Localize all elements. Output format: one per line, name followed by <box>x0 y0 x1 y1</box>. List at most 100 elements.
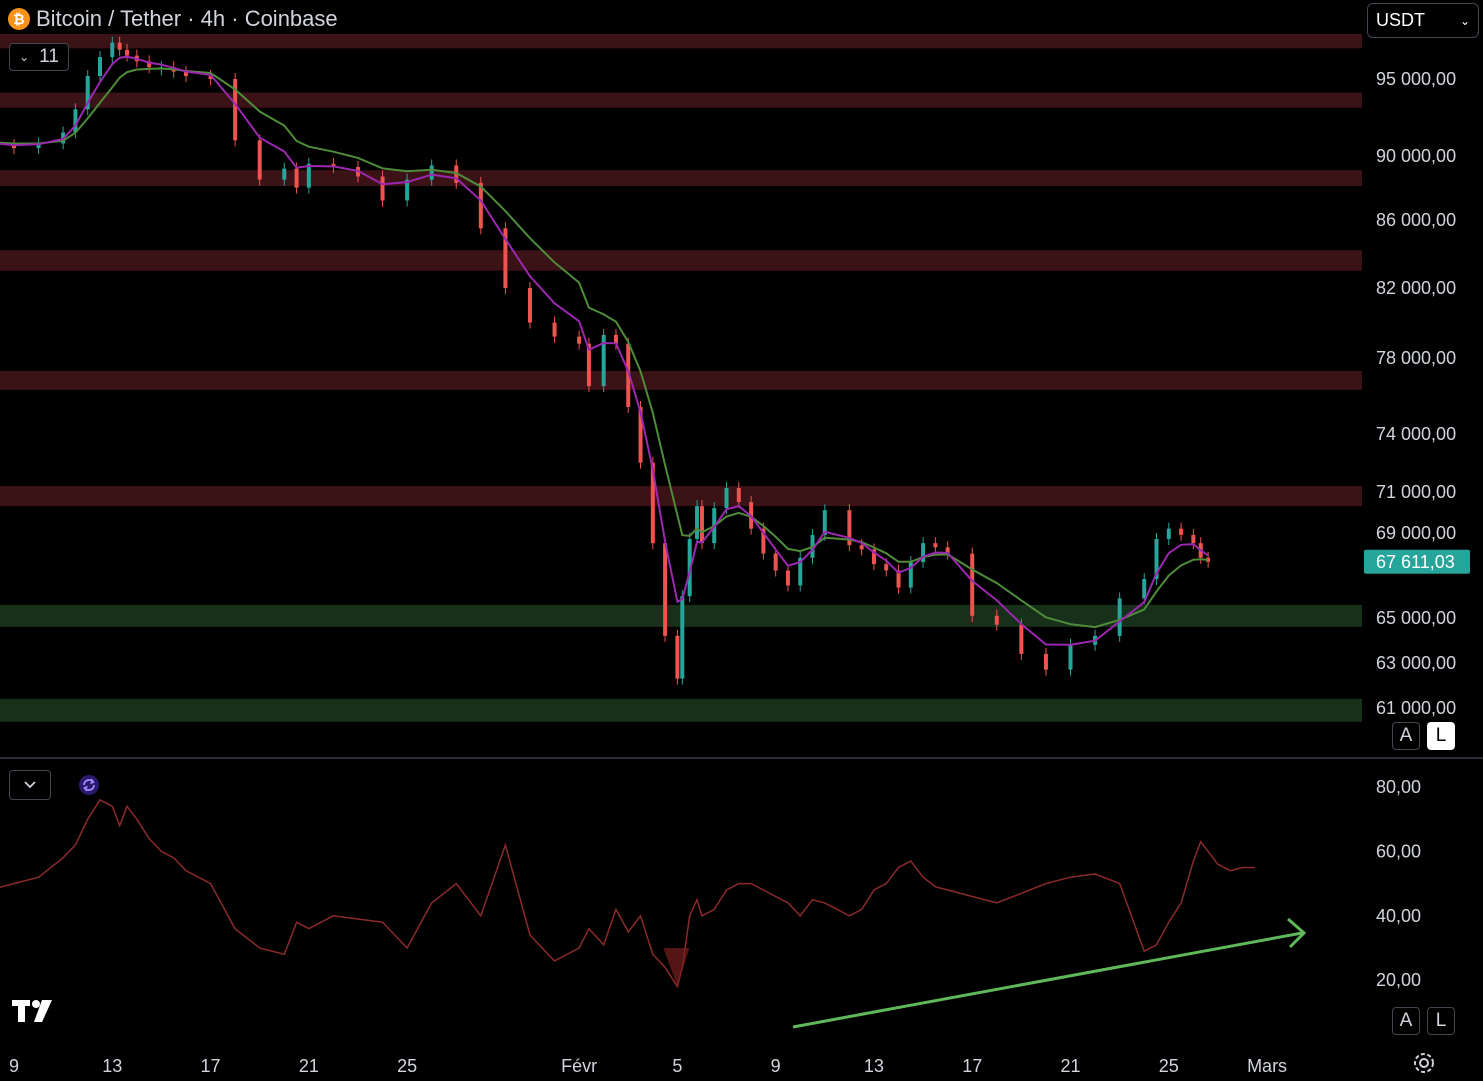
last-price-badge <box>1364 549 1470 574</box>
time-axis-label: 17 <box>962 1056 982 1076</box>
candle-body <box>454 165 459 183</box>
price-axis-label: 69 000,00 <box>1376 523 1456 543</box>
rsi-pane-toggle-button[interactable] <box>9 770 51 800</box>
candle-body <box>638 406 643 463</box>
price-axis-label: 90 000,00 <box>1376 146 1456 166</box>
candle-body <box>257 140 262 180</box>
resistance-zone <box>0 92 1362 108</box>
candle-body <box>785 570 790 586</box>
candle-body <box>12 144 16 149</box>
currency-value: USDT <box>1376 10 1425 30</box>
candle-body <box>761 528 766 554</box>
candle-body <box>798 557 803 586</box>
resistance-zone <box>0 34 1362 49</box>
candle-body <box>586 343 591 387</box>
time-axis-label: 9 <box>771 1056 781 1076</box>
ema-fast-line <box>0 55 1209 646</box>
candle-body <box>85 76 90 110</box>
candle-body <box>117 42 122 50</box>
resistance-zone <box>0 170 1362 187</box>
rsi-log-scale-button[interactable]: L <box>1427 1007 1455 1035</box>
tradingview-logo-icon[interactable] <box>12 996 60 1029</box>
rsi-oversold-fill <box>663 948 690 987</box>
chevron-down-icon <box>24 781 36 789</box>
price-log-scale-button[interactable]: L <box>1427 722 1455 750</box>
support-zone <box>0 698 1362 722</box>
time-axis-label: 13 <box>864 1056 884 1076</box>
candle-body <box>1117 598 1122 636</box>
candle-body <box>871 549 876 565</box>
currency-select[interactable]: USDT ⌄ <box>1367 3 1479 38</box>
candle-body <box>110 42 115 58</box>
trend-arrow-line <box>792 931 1303 1029</box>
candle-body <box>405 179 410 201</box>
time-axis-label: 5 <box>672 1056 682 1076</box>
time-axis-label: 21 <box>299 1056 319 1076</box>
candle-body <box>125 49 130 56</box>
candle-body <box>933 543 938 548</box>
candle-body <box>680 596 685 679</box>
chart-title: ₿ Bitcoin / Tether · 4h · Coinbase <box>8 6 338 32</box>
time-axis-label: 25 <box>397 1056 417 1076</box>
candle-body <box>147 61 152 68</box>
rsi-axis-label: 80,00 <box>1376 777 1421 797</box>
candle-body <box>663 543 668 636</box>
candle-body <box>945 547 950 554</box>
candle-body <box>183 71 188 77</box>
time-axis-label: 17 <box>201 1056 221 1076</box>
candle-body <box>1179 528 1184 535</box>
last-price-label: 67 611,03 <box>1376 552 1455 572</box>
price-axis-label: 71 000,00 <box>1376 482 1456 502</box>
resistance-zone <box>0 250 1362 271</box>
rsi-line <box>0 798 1255 989</box>
candle-body <box>1019 624 1024 654</box>
candle-body <box>884 564 889 571</box>
price-axis-label: 86 000,00 <box>1376 210 1456 230</box>
sync-icon[interactable] <box>76 772 102 798</box>
candle-body <box>294 168 299 188</box>
indicator-count: 11 <box>39 46 59 67</box>
settings-gear-icon[interactable] <box>1411 1050 1437 1081</box>
time-axis-label: Mars <box>1247 1056 1287 1076</box>
resistance-zone <box>0 371 1362 390</box>
rsi-auto-scale-button[interactable]: A <box>1392 1007 1420 1035</box>
candle-body <box>613 334 618 344</box>
candle-body <box>724 488 729 509</box>
candle-body <box>626 343 631 407</box>
candle-body <box>699 506 704 544</box>
candle-body <box>859 545 864 550</box>
candle-body <box>97 57 102 77</box>
candle-body <box>503 228 508 288</box>
time-axis-label: 13 <box>102 1056 122 1076</box>
candle-body <box>822 510 827 535</box>
candle-body <box>687 538 692 597</box>
candle-body <box>695 506 700 539</box>
candle-body <box>478 182 483 229</box>
candle-body <box>577 336 582 344</box>
candle-body <box>552 322 557 337</box>
indicators-toggle-button[interactable]: ⌄ 11 <box>9 43 69 71</box>
candle-body <box>896 570 901 588</box>
rsi-axis-label: 20,00 <box>1376 970 1421 990</box>
candle-body <box>773 553 778 571</box>
candle-body <box>36 143 41 149</box>
candle-body <box>650 462 655 544</box>
time-axis-label: 21 <box>1060 1056 1080 1076</box>
candle-body <box>921 543 926 563</box>
candle-body <box>527 288 532 323</box>
price-auto-scale-button[interactable]: A <box>1392 722 1420 750</box>
rsi-axis-label: 60,00 <box>1376 841 1421 861</box>
candle-body <box>1191 534 1196 544</box>
time-axis-label: 9 <box>9 1056 19 1076</box>
candle-body <box>282 168 287 180</box>
rsi-axis-label: 40,00 <box>1376 906 1421 926</box>
candle-body <box>1154 538 1159 580</box>
candle-body <box>994 615 999 625</box>
price-axis-label: 65 000,00 <box>1376 608 1456 628</box>
candle-body <box>1166 528 1171 539</box>
candle-body <box>1043 653 1048 670</box>
price-axis-label: 95 000,00 <box>1376 69 1456 89</box>
candle-body <box>306 163 311 188</box>
candle-body <box>429 165 434 180</box>
